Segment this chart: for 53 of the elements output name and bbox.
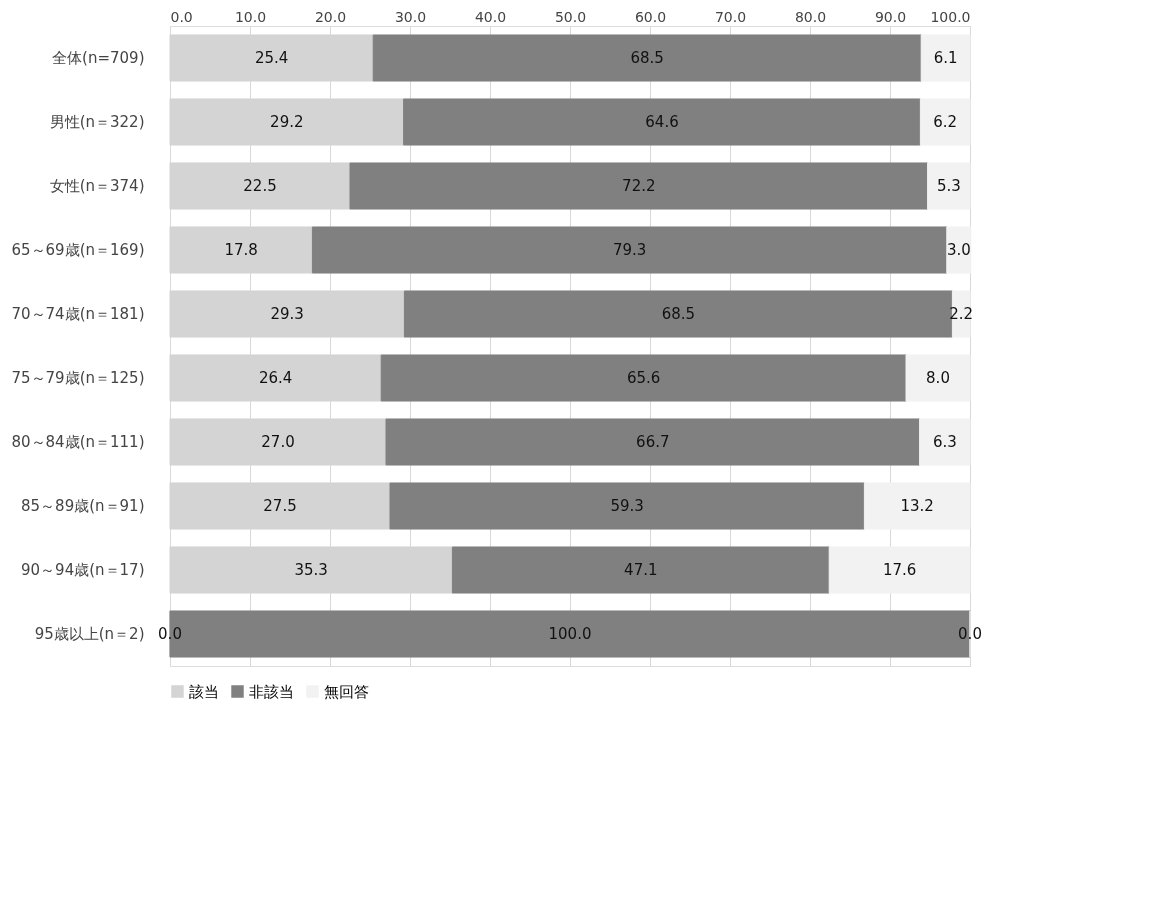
data-label: 22.5 [243, 177, 277, 195]
data-label: 27.5 [263, 497, 297, 515]
data-label: 29.2 [270, 113, 304, 131]
x-tick-label: 90.0 [874, 8, 907, 25]
data-label: 2.2 [949, 305, 974, 323]
legend-label: 非該当 [249, 682, 294, 701]
y-tick-label: 95歳以上(n＝2) [34, 625, 145, 643]
data-label: 27.0 [261, 433, 295, 451]
x-tick-label: 0.0 [170, 8, 193, 25]
data-label: 17.8 [224, 241, 258, 259]
data-label: 3.0 [946, 241, 971, 259]
data-label: 47.1 [624, 561, 658, 579]
data-label: 72.2 [622, 177, 656, 195]
data-label: 6.1 [933, 49, 958, 67]
y-tick-label: 80～84歳(n＝111) [11, 433, 145, 451]
data-label: 0.0 [958, 625, 982, 643]
data-label: 59.3 [610, 497, 644, 515]
y-tick-label: 男性(n＝322) [49, 113, 145, 131]
data-label: 6.3 [932, 433, 957, 451]
data-label: 65.6 [626, 369, 661, 387]
data-label: 64.6 [645, 113, 679, 131]
data-label: 6.2 [933, 113, 958, 131]
data-label: 68.5 [630, 49, 664, 67]
data-label: 5.3 [936, 177, 961, 195]
y-tick-label: 65～69歳(n＝169) [11, 241, 145, 259]
x-tick-label: 50.0 [554, 8, 587, 25]
y-tick-label: 75～79歳(n＝125) [11, 369, 145, 387]
y-tick-label: 90～94歳(n＝17) [21, 561, 145, 579]
x-tick-label: 70.0 [714, 8, 747, 25]
data-label: 26.4 [258, 369, 293, 387]
y-tick-label: 70～74歳(n＝181) [11, 305, 145, 323]
y-tick-label: 85～89歳(n＝91) [21, 497, 145, 515]
x-tick-label: 100.0 [930, 8, 971, 25]
data-label: 13.2 [900, 497, 934, 515]
x-tick-label: 30.0 [394, 8, 427, 25]
data-label: 29.3 [270, 305, 304, 323]
data-label: 100.0 [548, 625, 592, 643]
legend-label: 無回答 [324, 682, 369, 701]
legend-label: 該当 [189, 682, 219, 701]
data-label: 66.7 [636, 433, 670, 451]
data-label: 68.5 [661, 305, 696, 323]
data-label: 35.3 [294, 561, 328, 579]
y-tick-label: 全体(n=709) [52, 49, 145, 67]
x-tick-label: 60.0 [634, 8, 667, 25]
x-tick-label: 80.0 [794, 8, 827, 25]
data-label: 17.6 [882, 561, 917, 579]
data-label: 79.3 [612, 241, 647, 259]
x-tick-label: 40.0 [474, 8, 507, 25]
x-tick-label: 20.0 [314, 8, 347, 25]
data-label: 8.0 [926, 369, 950, 387]
x-tick-label: 10.0 [234, 8, 267, 25]
y-tick-label: 女性(n＝374) [49, 177, 145, 195]
data-label: 25.4 [254, 49, 289, 67]
